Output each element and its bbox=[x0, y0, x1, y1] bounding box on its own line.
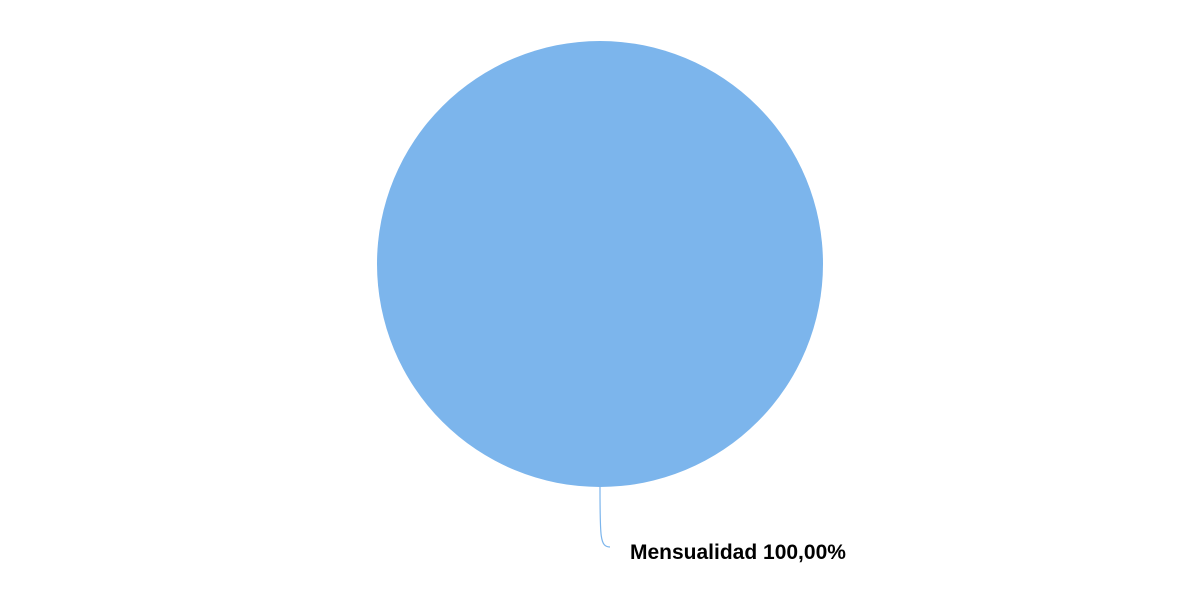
label-connector-line bbox=[599, 486, 611, 548]
labels-layer: Mensualidad 100,00% bbox=[599, 486, 846, 564]
slices-layer bbox=[377, 41, 823, 487]
slice-data-label: Mensualidad 100,00% bbox=[630, 541, 846, 564]
pie-slice-mensualidad[interactable] bbox=[377, 41, 823, 487]
